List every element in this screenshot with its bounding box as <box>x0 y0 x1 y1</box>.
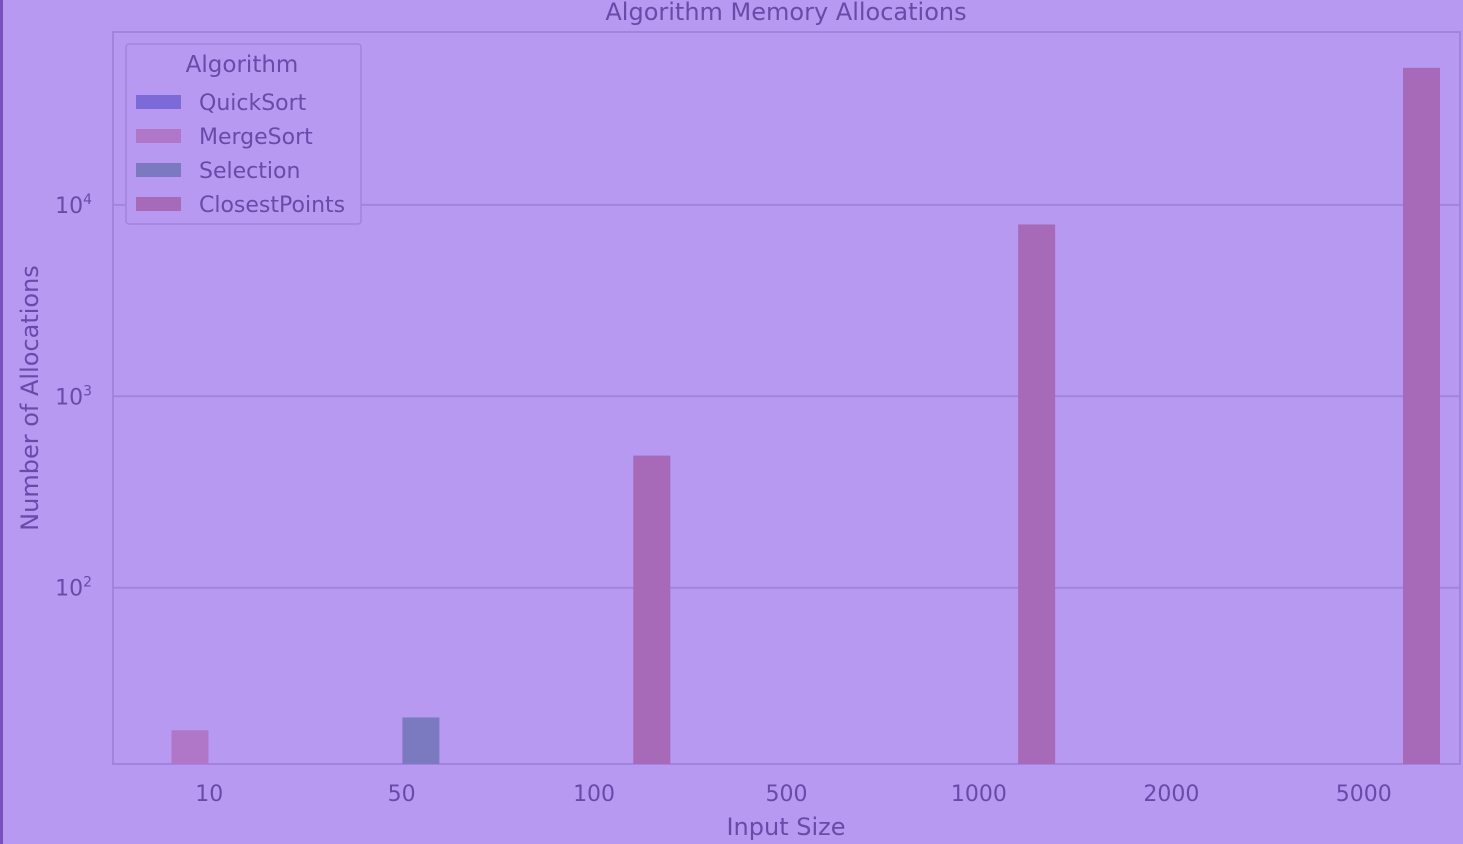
bar-closestpoints-100 <box>633 455 671 764</box>
legend-swatch-closestpoints <box>136 197 181 211</box>
bar-mergesort-10 <box>171 730 209 764</box>
bars <box>171 67 1441 765</box>
y-tick-label: 102 <box>55 575 92 602</box>
y-tick-base: 10 <box>55 385 83 410</box>
legend-items: QuickSort MergeSort Selection ClosestPoints <box>136 91 345 218</box>
legend-label-selection: Selection <box>199 159 300 184</box>
plot-area <box>112 31 1461 765</box>
legend-swatch-mergesort <box>136 129 181 143</box>
window-left-edge <box>0 0 3 844</box>
x-tick-label: 1000 <box>951 782 1007 807</box>
legend-label-quicksort: QuickSort <box>199 91 307 116</box>
x-tick-label: 10 <box>195 782 223 807</box>
y-tick-base: 10 <box>55 194 83 219</box>
x-tick-label: 5000 <box>1336 782 1392 807</box>
chart-title: Algorithm Memory Allocations <box>605 0 966 26</box>
legend-label-mergesort: MergeSort <box>199 125 313 150</box>
y-tick-label: 104 <box>55 192 92 219</box>
legend-frame <box>125 43 362 225</box>
x-tick-label: 100 <box>573 782 615 807</box>
x-tick-label: 50 <box>388 782 416 807</box>
y-tick-exponent: 4 <box>83 192 92 208</box>
bar-closestpoints-5000 <box>1403 67 1441 764</box>
legend: Algorithm QuickSort MergeSort Selection Clo… <box>125 43 362 225</box>
x-axis-label: Input Size <box>726 813 845 841</box>
legend-title: Algorithm <box>186 52 299 78</box>
legend-swatch-quicksort <box>136 95 181 109</box>
bar-selection-50 <box>402 717 440 764</box>
y-gridlines <box>113 203 1460 589</box>
x-tick-label: 500 <box>766 782 808 807</box>
bar-closestpoints-1000 <box>1018 224 1056 765</box>
y-tick-exponent: 3 <box>83 383 92 399</box>
x-tick-labels: 10 50 100 500 1000 2000 5000 <box>195 782 1392 807</box>
y-tick-base: 10 <box>55 577 83 602</box>
legend-swatch-selection <box>136 163 181 177</box>
x-tick-label: 2000 <box>1143 782 1199 807</box>
y-tick-label: 103 <box>55 383 92 410</box>
legend-label-closestpoints: ClosestPoints <box>199 193 345 218</box>
y-axis-label: Number of Allocations <box>16 265 44 531</box>
y-tick-exponent: 2 <box>83 575 92 591</box>
